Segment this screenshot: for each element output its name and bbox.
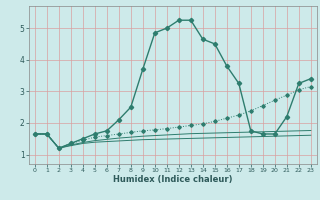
X-axis label: Humidex (Indice chaleur): Humidex (Indice chaleur) <box>113 175 233 184</box>
